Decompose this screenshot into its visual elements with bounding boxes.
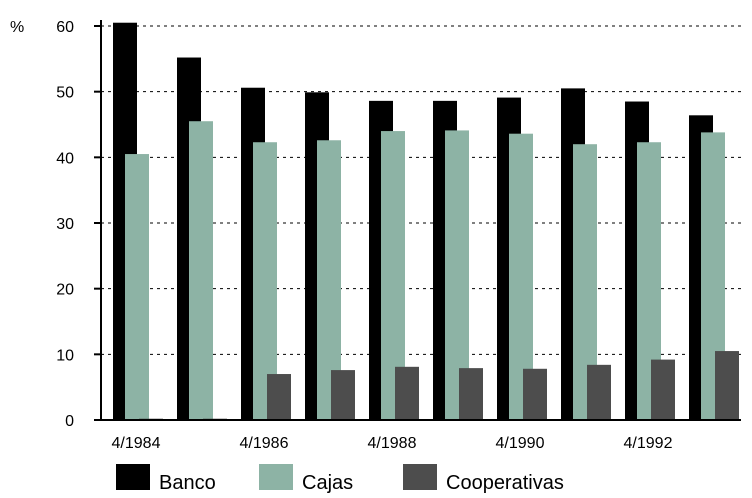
bar-cooperativas-6 (523, 368, 547, 420)
bar-cajas-2 (253, 142, 277, 421)
y-tick-label: 50 (56, 85, 74, 102)
y-tick-label: 40 (56, 150, 74, 167)
x-tick-label: 4/1986 (240, 435, 289, 452)
legend-label-banco: Banco (159, 472, 216, 494)
legend-swatch-cajas (259, 464, 293, 490)
y-tick-label: 0 (65, 413, 74, 430)
y-ticks: 0 10 20 30 40 50 60 (56, 19, 101, 430)
legend-label-cooperativas: Cooperativas (446, 472, 564, 494)
y-axis-label: % (10, 19, 24, 36)
legend-swatch-banco (116, 464, 150, 490)
legend: Banco Cajas Cooperativas (116, 464, 564, 494)
bar-cooperativas-8 (651, 359, 675, 420)
y-tick-label: 10 (56, 347, 74, 364)
bar-cajas-0 (125, 154, 149, 421)
x-tick-label: 4/1992 (624, 435, 673, 452)
bar-cooperativas-7 (587, 364, 611, 420)
bar-cooperativas-5 (459, 368, 483, 420)
bar-cooperativas-2 (267, 374, 291, 420)
bar-cooperativas-9 (715, 351, 739, 420)
x-tick-label: 4/1984 (112, 435, 161, 452)
y-tick-label: 30 (56, 216, 74, 233)
y-tick-label: 60 (56, 19, 74, 36)
x-tick-label: 4/1990 (496, 435, 545, 452)
bar-cooperativas-4 (395, 366, 419, 420)
legend-label-cajas: Cajas (302, 472, 353, 494)
y-tick-label: 20 (56, 282, 74, 299)
legend-swatch-cooperativas (403, 464, 437, 490)
bar-cooperativas-3 (331, 370, 355, 420)
bars (113, 22, 739, 421)
x-ticks: 4/1984 4/1986 4/1988 4/1990 4/1992 (112, 435, 673, 452)
x-tick-label: 4/1988 (368, 435, 417, 452)
bar-cajas-1 (189, 121, 213, 420)
